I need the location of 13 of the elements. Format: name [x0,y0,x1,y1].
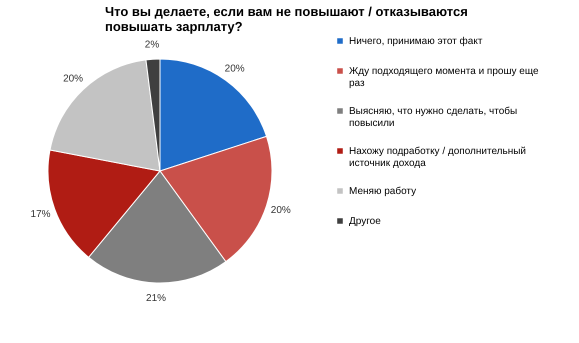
data-label: 20% [63,73,84,84]
data-label: 20% [270,205,291,216]
legend-label: Выясняю, что нужно сделать, чтобы повысили [349,106,518,129]
legend-label: Другое [349,216,382,227]
data-label: 21% [146,292,166,304]
chart-title: Что вы делаете, если вам не повышают / отказываются повышать зарплату? [105,4,468,34]
legend-label: Меняю работу [349,186,416,197]
data-label: 17% [30,209,51,220]
legend-label: Ничего, принимаю этот факт [349,36,483,47]
data-label: 20% [224,63,245,74]
legend-label: Нахожу подработку / дополнительный источник дохода [349,146,526,169]
data-label: 2% [144,39,160,50]
legend-label: Жду подходящего момента и прошу еще раз [349,66,539,89]
